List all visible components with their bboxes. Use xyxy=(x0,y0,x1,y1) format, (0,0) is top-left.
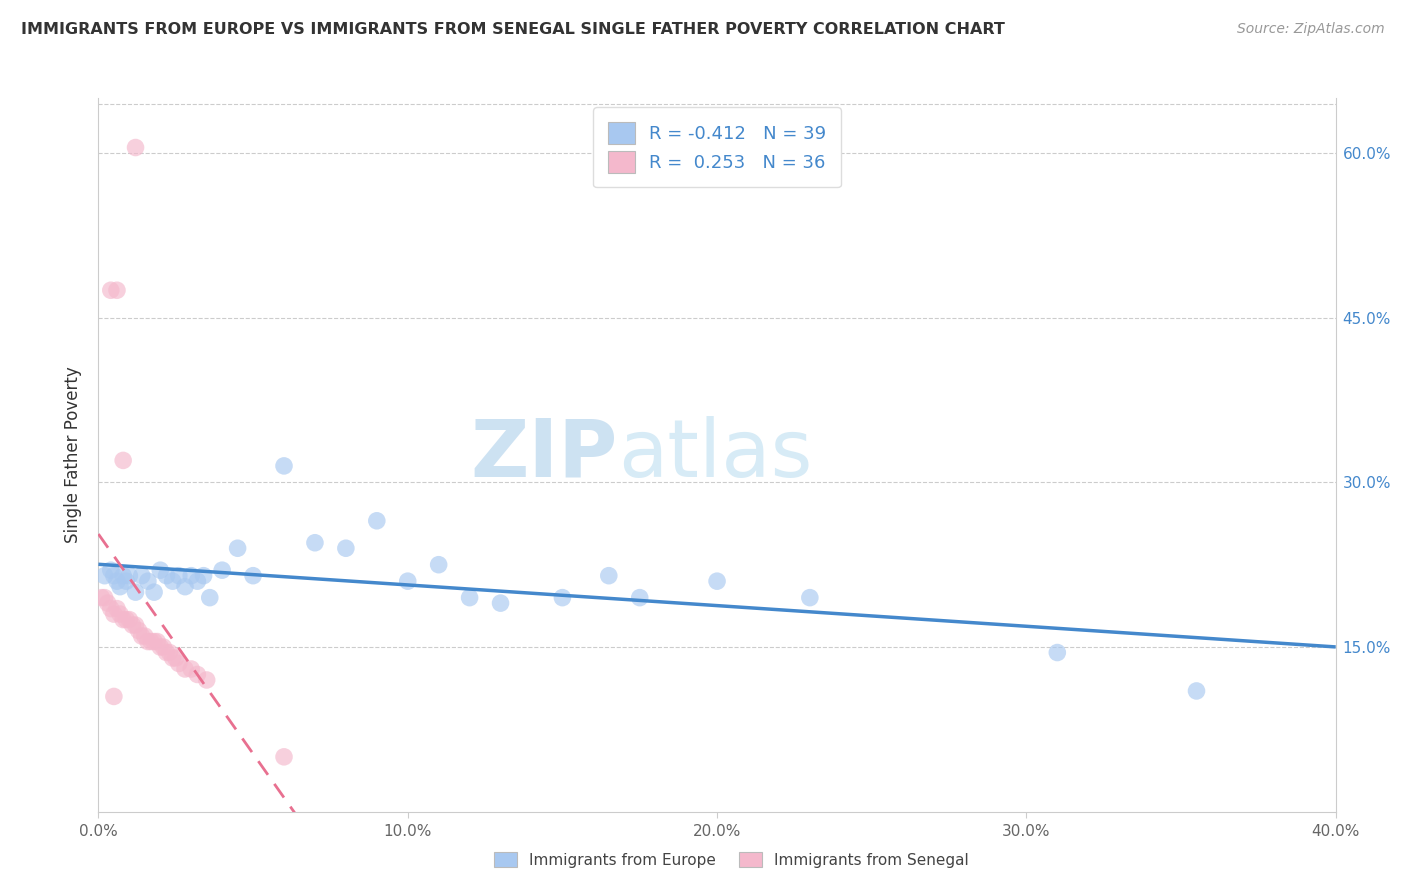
Text: IMMIGRANTS FROM EUROPE VS IMMIGRANTS FROM SENEGAL SINGLE FATHER POVERTY CORRELAT: IMMIGRANTS FROM EUROPE VS IMMIGRANTS FRO… xyxy=(21,22,1005,37)
Point xyxy=(105,601,128,615)
Point xyxy=(136,634,159,648)
Point xyxy=(149,563,172,577)
Point xyxy=(458,591,481,605)
Text: ZIP: ZIP xyxy=(471,416,619,494)
Text: Source: ZipAtlas.com: Source: ZipAtlas.com xyxy=(1237,22,1385,37)
Point xyxy=(131,568,153,582)
Point xyxy=(124,618,146,632)
Point xyxy=(124,585,146,599)
Point xyxy=(180,662,202,676)
Point xyxy=(273,458,295,473)
Point xyxy=(396,574,419,589)
Point xyxy=(1046,646,1069,660)
Point xyxy=(143,585,166,599)
Point xyxy=(134,629,156,643)
Point xyxy=(128,624,150,638)
Point xyxy=(118,613,141,627)
Point xyxy=(103,690,125,704)
Y-axis label: Single Father Poverty: Single Father Poverty xyxy=(65,367,83,543)
Point xyxy=(103,568,125,582)
Point xyxy=(273,749,295,764)
Point xyxy=(108,580,131,594)
Point xyxy=(162,651,184,665)
Point xyxy=(115,574,138,589)
Point xyxy=(598,568,620,582)
Point xyxy=(489,596,512,610)
Point xyxy=(799,591,821,605)
Legend: R = -0.412   N = 39, R =  0.253   N = 36: R = -0.412 N = 39, R = 0.253 N = 36 xyxy=(593,107,841,187)
Point xyxy=(139,634,162,648)
Point xyxy=(706,574,728,589)
Point xyxy=(131,629,153,643)
Point xyxy=(121,618,143,632)
Point xyxy=(136,574,159,589)
Point xyxy=(112,568,135,582)
Point xyxy=(93,591,115,605)
Point xyxy=(174,580,197,594)
Point xyxy=(174,662,197,676)
Point xyxy=(155,646,177,660)
Point xyxy=(193,568,215,582)
Point xyxy=(143,634,166,648)
Point xyxy=(100,563,122,577)
Point xyxy=(112,453,135,467)
Legend: Immigrants from Europe, Immigrants from Senegal: Immigrants from Europe, Immigrants from … xyxy=(486,844,976,875)
Point xyxy=(152,640,174,654)
Point xyxy=(108,607,131,621)
Point xyxy=(211,563,233,577)
Point xyxy=(105,283,128,297)
Point xyxy=(366,514,388,528)
Point xyxy=(124,140,146,154)
Point xyxy=(155,568,177,582)
Point xyxy=(90,591,112,605)
Point xyxy=(149,640,172,654)
Point xyxy=(226,541,249,556)
Point xyxy=(118,568,141,582)
Point xyxy=(1185,684,1208,698)
Point xyxy=(628,591,651,605)
Point xyxy=(551,591,574,605)
Point xyxy=(186,667,208,681)
Point xyxy=(100,283,122,297)
Point xyxy=(146,634,169,648)
Point xyxy=(242,568,264,582)
Point xyxy=(93,568,115,582)
Text: atlas: atlas xyxy=(619,416,813,494)
Point xyxy=(103,607,125,621)
Point xyxy=(427,558,450,572)
Point xyxy=(167,568,190,582)
Point xyxy=(186,574,208,589)
Point xyxy=(159,646,181,660)
Point xyxy=(97,596,120,610)
Point xyxy=(165,651,187,665)
Point xyxy=(115,613,138,627)
Point xyxy=(198,591,221,605)
Point xyxy=(335,541,357,556)
Point xyxy=(180,568,202,582)
Point xyxy=(195,673,218,687)
Point xyxy=(304,535,326,549)
Point xyxy=(167,657,190,671)
Point xyxy=(162,574,184,589)
Point xyxy=(100,601,122,615)
Point xyxy=(112,613,135,627)
Point xyxy=(105,574,128,589)
